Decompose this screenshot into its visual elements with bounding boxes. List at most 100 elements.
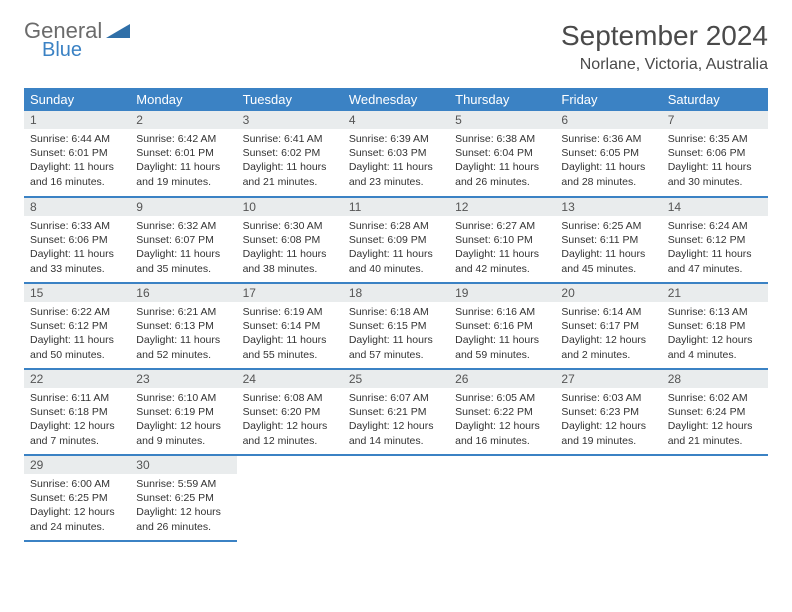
- day-line: Daylight: 11 hours: [243, 333, 337, 347]
- day-line: Daylight: 11 hours: [30, 333, 124, 347]
- month-title: September 2024: [561, 20, 768, 52]
- day-data: Sunrise: 6:22 AMSunset: 6:12 PMDaylight:…: [24, 302, 130, 368]
- day-line: Sunrise: 6:19 AM: [243, 305, 337, 319]
- day-line: Sunrise: 6:42 AM: [136, 132, 230, 146]
- day-line: Sunset: 6:20 PM: [243, 405, 337, 419]
- day-line: Sunrise: 6:44 AM: [30, 132, 124, 146]
- day-line: Sunset: 6:12 PM: [30, 319, 124, 333]
- day-line: and 30 minutes.: [668, 175, 762, 189]
- day-line: Daylight: 11 hours: [561, 160, 655, 174]
- calendar-cell: 28Sunrise: 6:02 AMSunset: 6:24 PMDayligh…: [662, 369, 768, 455]
- day-line: Sunset: 6:18 PM: [30, 405, 124, 419]
- day-line: and 7 minutes.: [30, 434, 124, 448]
- day-number: 14: [662, 198, 768, 216]
- day-line: Sunset: 6:18 PM: [668, 319, 762, 333]
- day-number: 8: [24, 198, 130, 216]
- day-number: 10: [237, 198, 343, 216]
- day-number: 19: [449, 284, 555, 302]
- day-line: Sunrise: 6:28 AM: [349, 219, 443, 233]
- calendar-cell: 24Sunrise: 6:08 AMSunset: 6:20 PMDayligh…: [237, 369, 343, 455]
- calendar-cell: 21Sunrise: 6:13 AMSunset: 6:18 PMDayligh…: [662, 283, 768, 369]
- day-line: Sunset: 6:25 PM: [30, 491, 124, 505]
- day-number: 25: [343, 370, 449, 388]
- logo-word-blue: Blue: [42, 40, 102, 60]
- day-line: Sunset: 6:12 PM: [668, 233, 762, 247]
- day-number: 9: [130, 198, 236, 216]
- day-line: Daylight: 12 hours: [30, 505, 124, 519]
- day-line: Daylight: 11 hours: [455, 333, 549, 347]
- day-line: Daylight: 11 hours: [136, 333, 230, 347]
- day-line: Daylight: 12 hours: [455, 419, 549, 433]
- calendar-cell: [555, 455, 661, 541]
- day-line: Sunrise: 6:21 AM: [136, 305, 230, 319]
- day-line: Sunset: 6:04 PM: [455, 146, 549, 160]
- day-line: Sunset: 6:01 PM: [136, 146, 230, 160]
- day-line: Sunset: 6:01 PM: [30, 146, 124, 160]
- day-line: Sunset: 6:06 PM: [30, 233, 124, 247]
- day-line: and 26 minutes.: [136, 520, 230, 534]
- day-line: Daylight: 11 hours: [349, 333, 443, 347]
- calendar-cell: 8Sunrise: 6:33 AMSunset: 6:06 PMDaylight…: [24, 197, 130, 283]
- day-line: Daylight: 11 hours: [455, 160, 549, 174]
- day-line: and 19 minutes.: [561, 434, 655, 448]
- calendar-cell: 11Sunrise: 6:28 AMSunset: 6:09 PMDayligh…: [343, 197, 449, 283]
- day-data: Sunrise: 6:24 AMSunset: 6:12 PMDaylight:…: [662, 216, 768, 282]
- day-line: and 2 minutes.: [561, 348, 655, 362]
- calendar-cell: 17Sunrise: 6:19 AMSunset: 6:14 PMDayligh…: [237, 283, 343, 369]
- day-line: Sunrise: 6:35 AM: [668, 132, 762, 146]
- day-line: and 4 minutes.: [668, 348, 762, 362]
- day-line: Daylight: 11 hours: [136, 247, 230, 261]
- day-number: 13: [555, 198, 661, 216]
- day-line: Sunrise: 6:10 AM: [136, 391, 230, 405]
- day-number: 11: [343, 198, 449, 216]
- day-data: Sunrise: 6:39 AMSunset: 6:03 PMDaylight:…: [343, 129, 449, 195]
- calendar-cell: 9Sunrise: 6:32 AMSunset: 6:07 PMDaylight…: [130, 197, 236, 283]
- day-line: Daylight: 12 hours: [668, 419, 762, 433]
- day-line: Daylight: 12 hours: [136, 419, 230, 433]
- calendar-cell: 10Sunrise: 6:30 AMSunset: 6:08 PMDayligh…: [237, 197, 343, 283]
- day-data: Sunrise: 6:21 AMSunset: 6:13 PMDaylight:…: [130, 302, 236, 368]
- day-line: Sunset: 6:21 PM: [349, 405, 443, 419]
- calendar-cell: 3Sunrise: 6:41 AMSunset: 6:02 PMDaylight…: [237, 111, 343, 197]
- day-line: Daylight: 11 hours: [243, 160, 337, 174]
- day-line: Sunset: 6:14 PM: [243, 319, 337, 333]
- day-line: Daylight: 12 hours: [561, 333, 655, 347]
- day-line: and 59 minutes.: [455, 348, 549, 362]
- day-line: Sunset: 6:22 PM: [455, 405, 549, 419]
- weekday-header: Sunday: [24, 88, 130, 111]
- calendar-table: Sunday Monday Tuesday Wednesday Thursday…: [24, 88, 768, 542]
- day-line: Sunrise: 6:33 AM: [30, 219, 124, 233]
- day-line: and 24 minutes.: [30, 520, 124, 534]
- day-line: Sunset: 6:24 PM: [668, 405, 762, 419]
- calendar-cell: 14Sunrise: 6:24 AMSunset: 6:12 PMDayligh…: [662, 197, 768, 283]
- day-line: Daylight: 11 hours: [136, 160, 230, 174]
- calendar-row: 8Sunrise: 6:33 AMSunset: 6:06 PMDaylight…: [24, 197, 768, 283]
- day-number: 18: [343, 284, 449, 302]
- calendar-cell: 12Sunrise: 6:27 AMSunset: 6:10 PMDayligh…: [449, 197, 555, 283]
- calendar-row: 15Sunrise: 6:22 AMSunset: 6:12 PMDayligh…: [24, 283, 768, 369]
- day-line: Sunset: 6:09 PM: [349, 233, 443, 247]
- day-line: Daylight: 11 hours: [349, 160, 443, 174]
- day-line: Daylight: 12 hours: [30, 419, 124, 433]
- day-line: Daylight: 11 hours: [668, 247, 762, 261]
- calendar-cell: 20Sunrise: 6:14 AMSunset: 6:17 PMDayligh…: [555, 283, 661, 369]
- day-line: Sunrise: 6:41 AM: [243, 132, 337, 146]
- logo-text: General Blue: [24, 20, 102, 60]
- day-line: Sunrise: 6:27 AM: [455, 219, 549, 233]
- calendar-cell: 23Sunrise: 6:10 AMSunset: 6:19 PMDayligh…: [130, 369, 236, 455]
- day-line: Daylight: 11 hours: [30, 247, 124, 261]
- day-number: 4: [343, 111, 449, 129]
- day-line: and 35 minutes.: [136, 262, 230, 276]
- day-line: Sunset: 6:10 PM: [455, 233, 549, 247]
- day-line: Sunset: 6:25 PM: [136, 491, 230, 505]
- calendar-cell: 2Sunrise: 6:42 AMSunset: 6:01 PMDaylight…: [130, 111, 236, 197]
- day-data: Sunrise: 5:59 AMSunset: 6:25 PMDaylight:…: [130, 474, 236, 540]
- day-line: Sunrise: 6:03 AM: [561, 391, 655, 405]
- day-number: 30: [130, 456, 236, 474]
- day-data: Sunrise: 6:28 AMSunset: 6:09 PMDaylight:…: [343, 216, 449, 282]
- calendar-cell: 16Sunrise: 6:21 AMSunset: 6:13 PMDayligh…: [130, 283, 236, 369]
- calendar-cell: 13Sunrise: 6:25 AMSunset: 6:11 PMDayligh…: [555, 197, 661, 283]
- day-data: Sunrise: 6:13 AMSunset: 6:18 PMDaylight:…: [662, 302, 768, 368]
- day-data: Sunrise: 6:33 AMSunset: 6:06 PMDaylight:…: [24, 216, 130, 282]
- day-line: Sunrise: 5:59 AM: [136, 477, 230, 491]
